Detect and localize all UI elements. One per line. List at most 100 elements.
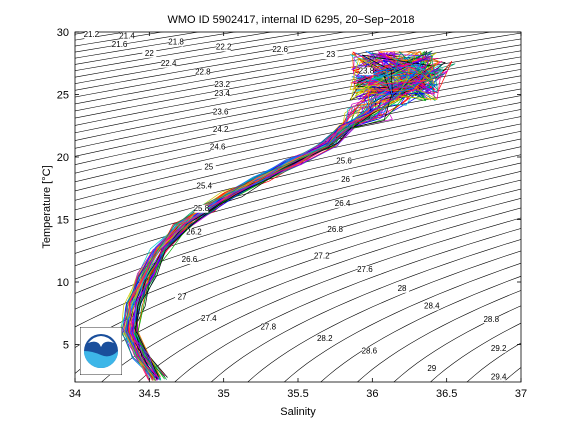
plot-area: 21.2 21.421.6 21.8 22 22.2 22.4 22.6 22.8 23 23.2… [0,7,576,407]
contour-label-bg [182,256,197,264]
contour-label-bg [142,49,157,58]
profile-line [129,63,426,379]
contour-label-bg [161,59,176,68]
contour-label-bg [120,32,135,41]
density-contour-label: 28.8 [483,315,499,324]
density-contour-line [75,32,493,105]
contour-label-bg [314,252,329,261]
noaa-logo [79,326,123,376]
contour-label-bg [424,302,439,311]
density-contour-label: 25.6 [336,156,352,165]
density-contour-label: 25 [204,163,213,172]
density-contour-label: 23.2 [214,80,230,89]
density-contour-label: 26.2 [186,228,202,237]
contour-label-bg [213,108,228,117]
density-contour-line [75,32,521,112]
density-contour-label: 26.4 [335,199,351,208]
density-contour-line [75,123,521,231]
contour-label-bg [273,46,288,54]
contour-label-bg [201,314,216,323]
density-contour-label: 24.2 [213,125,229,134]
contour-label-bg [335,199,350,208]
density-contour-label: 27.8 [260,323,276,332]
density-contour-label: 28.4 [424,301,440,310]
density-contour-label: 22.6 [272,45,288,54]
y-tick-label: 20 [57,152,69,164]
density-contour-line [101,207,521,382]
y-tick-label: 25 [57,90,69,102]
density-contour-label: 27.2 [314,251,330,260]
density-contour-line [210,239,521,382]
density-contour-label: 25.4 [197,181,213,190]
density-contour-label: 26.8 [327,225,343,234]
density-contour-line [0,7,32,407]
density-contour-label: 29 [427,364,436,373]
contour-label-bg [362,347,377,356]
density-contour-label: 29.4 [491,373,507,382]
density-contour-line [430,322,521,382]
density-contour-label: 23.4 [214,89,230,98]
density-contour-label: 22.4 [161,59,177,68]
contour-label-bg [210,143,225,152]
density-contour-label: 26.6 [182,255,198,264]
profile-lines [119,50,456,381]
density-contour-label: 21.6 [112,40,128,49]
density-contour-line [283,262,521,382]
density-contour-label: 21.2 [84,30,100,39]
y-axis-label: Temperature [°C] [41,165,53,248]
contour-label-bg [484,316,499,324]
density-contour-line [75,138,521,254]
density-contour-labels: 21.2 21.421.6 21.8 22 22.2 22.4 22.6 22.8 23 23.2… [84,30,507,382]
density-contour-label: 28 [398,284,407,293]
contour-label-bg [328,226,343,234]
contour-label-bg [338,176,353,184]
contour-label-bg [359,67,374,76]
density-contour-line [75,44,521,126]
density-contour-label: 22.8 [195,68,211,77]
y-tick-label: 30 [57,27,69,39]
contour-label-bg [395,284,410,293]
density-contour-label: 28.2 [317,334,333,343]
contour-label-bg [197,182,212,191]
density-contour-label: 27.6 [357,265,373,274]
density-contour-line [75,62,521,149]
density-contour-line [393,305,521,382]
profile-line [135,54,434,377]
x-axis-label: Salinity [280,406,316,418]
y-tick-label: 5 [63,340,69,352]
density-contour-label: 28.6 [362,346,378,355]
chart-title: WMO ID 5902417, internal ID 6295, 20−Sep… [167,14,414,26]
x-axis: 34 34.5 35 35.5 36 36.5 37 [69,32,527,400]
contour-label-bg [491,344,506,353]
density-contour-line [554,7,576,407]
x-tick-label: 35.5 [287,388,308,400]
density-contour-label: 23 [326,50,335,59]
density-contour-line [356,290,521,382]
density-contour-line [0,7,69,407]
density-contour-line [518,7,576,407]
density-contour-label: 23.6 [213,108,229,117]
contour-label-bg [194,204,209,213]
density-contour-line [75,146,521,267]
density-contour-line [320,275,521,382]
contour-label-bg [337,157,352,166]
density-contour-label: 21.4 [119,31,135,40]
x-tick-label: 36.5 [436,388,457,400]
density-contour-label: 29.2 [491,344,507,353]
contour-label-bg [169,38,184,47]
density-contour-line [75,32,347,78]
profile-line [124,63,424,378]
contour-label-bg [491,373,506,382]
x-tick-label: 34.5 [139,388,160,400]
contour-label-bg [215,89,230,98]
density-contour-line [75,179,521,328]
contour-label-bg [186,228,201,237]
density-contour-line [75,198,521,374]
density-contour-line [174,228,521,382]
y-tick-label: 10 [57,277,69,289]
x-tick-label: 36 [366,388,378,400]
density-contour-label: 24.6 [210,143,226,152]
x-tick-label: 37 [515,388,527,400]
density-contour-label: 22.2 [216,43,232,52]
